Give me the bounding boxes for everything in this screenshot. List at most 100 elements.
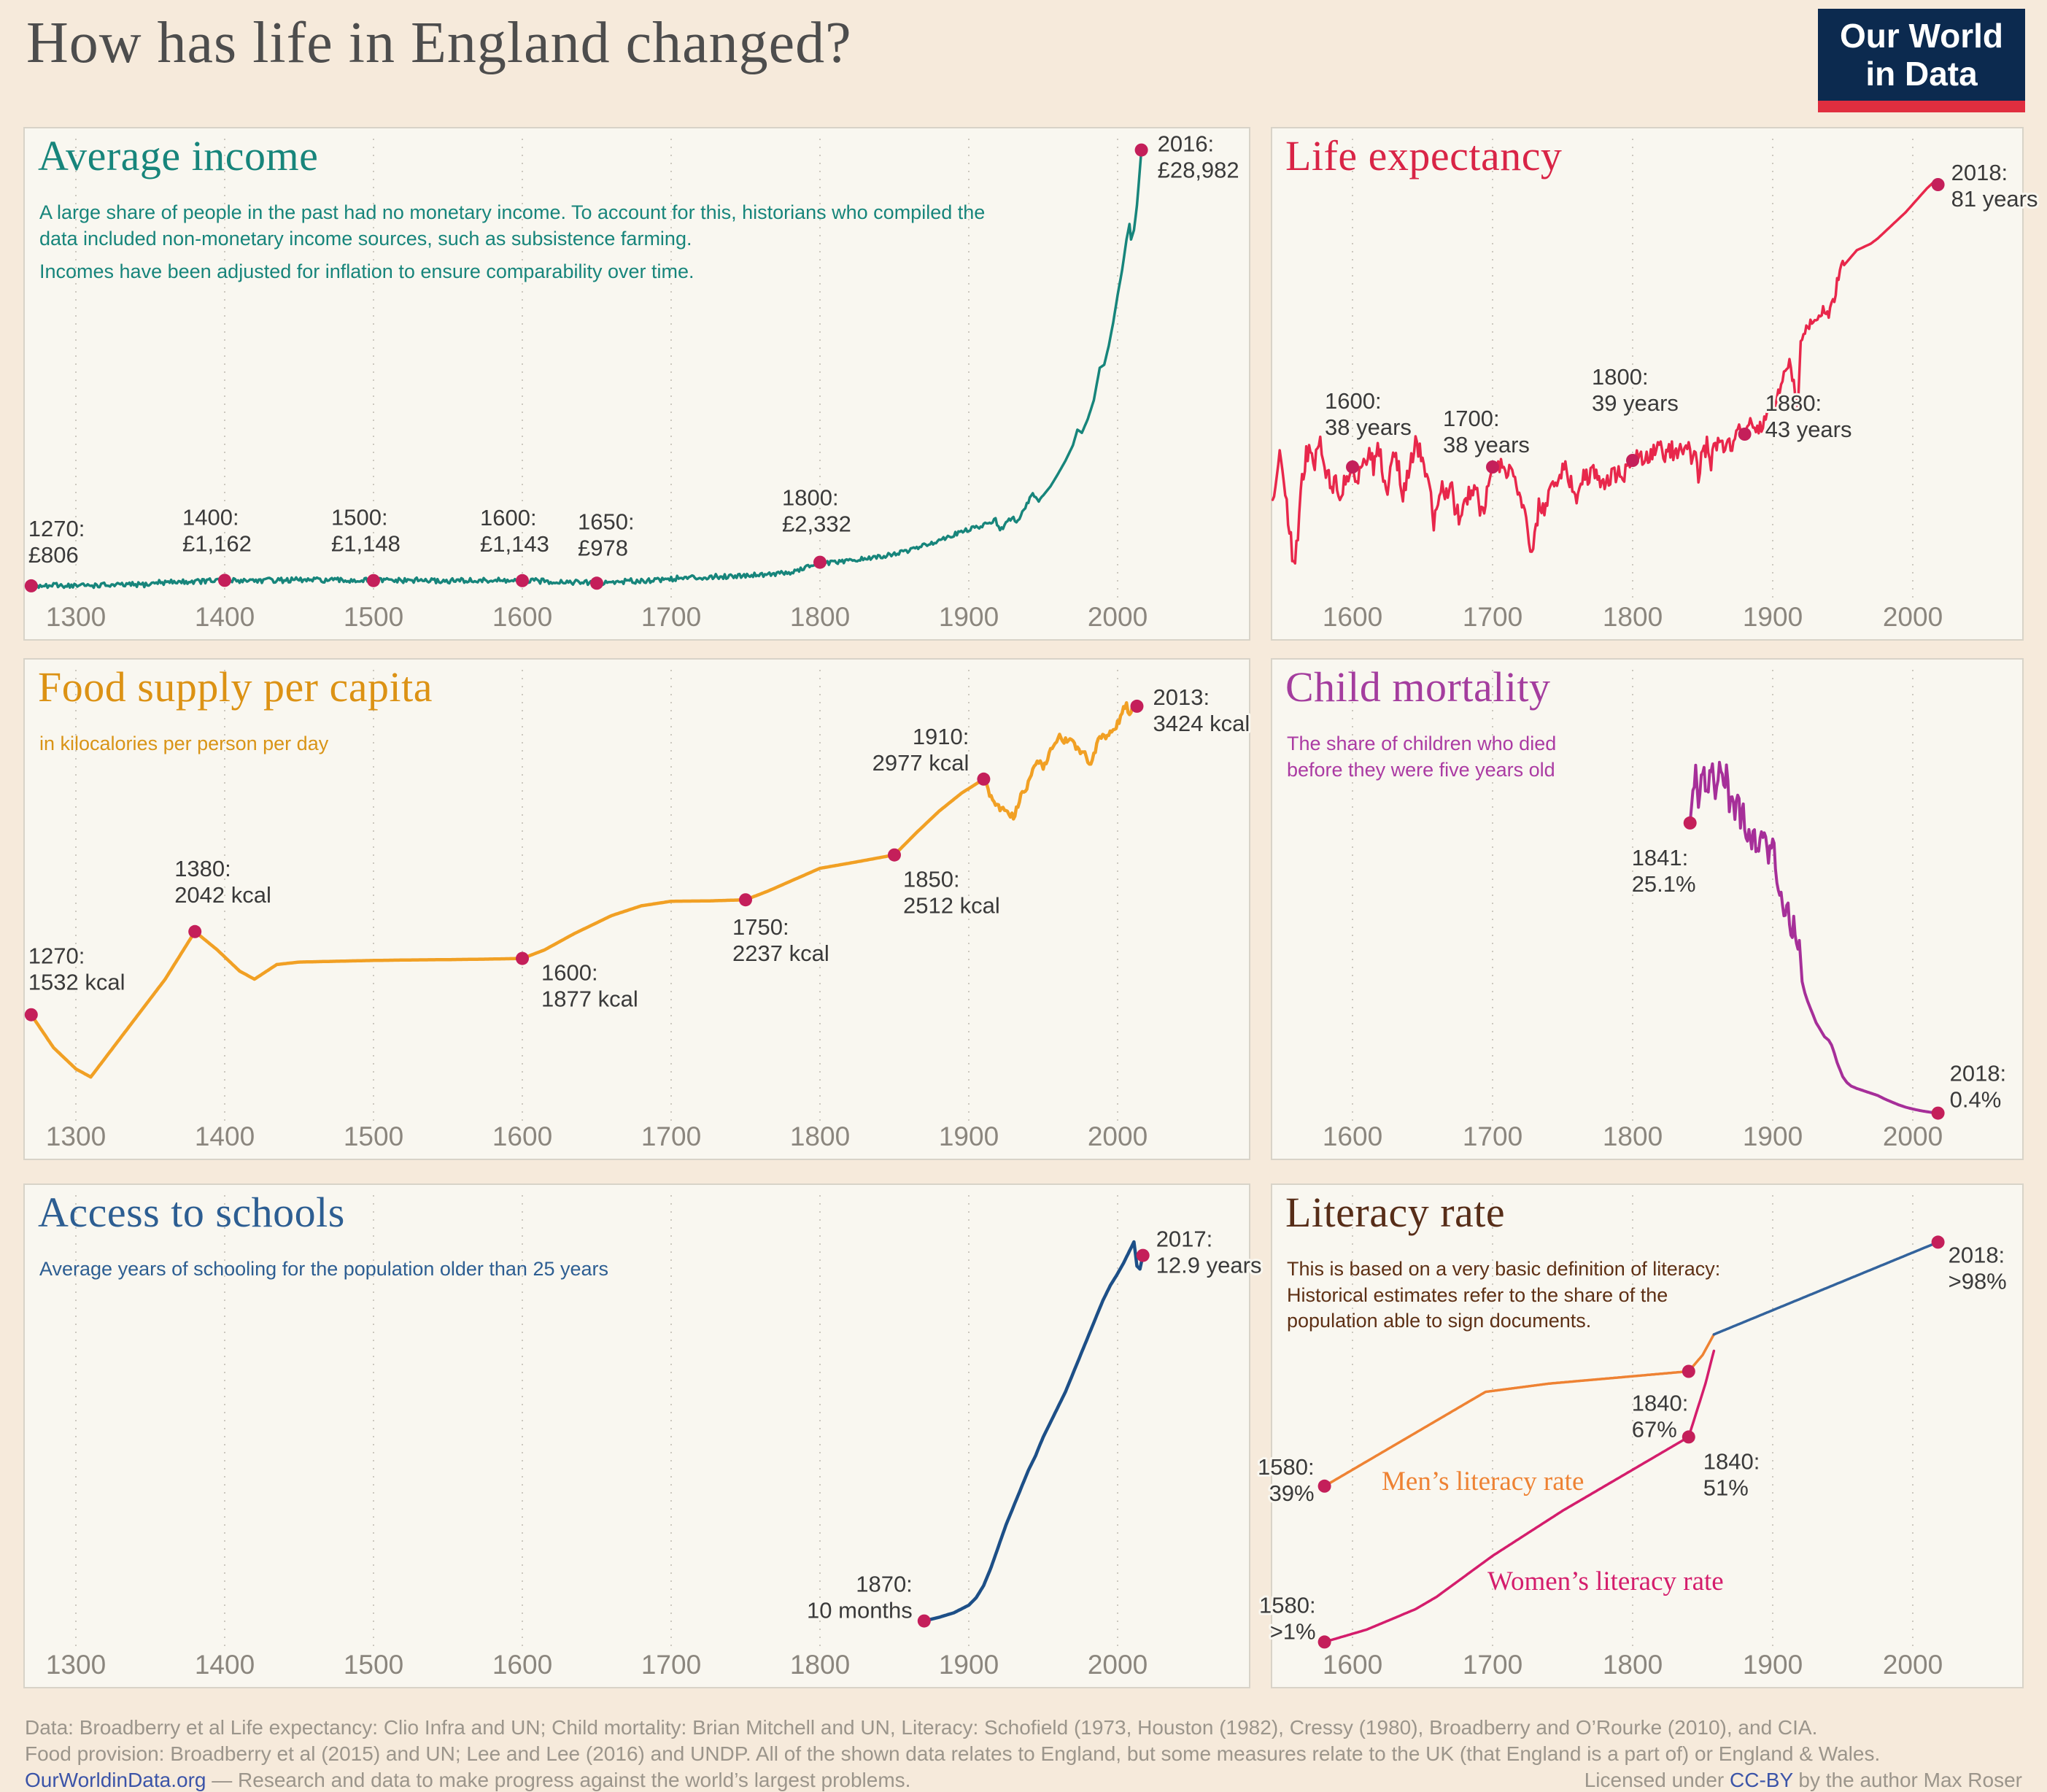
data-point-dot-life-expectancy-1800 bbox=[1626, 454, 1639, 467]
chart-subtitle-paragraph-average-income-0: A large share of people in the past had … bbox=[39, 201, 986, 250]
annotation-value-average-income-1600: £1,143 bbox=[480, 531, 549, 557]
data-point-dot-life-expectancy-1600 bbox=[1346, 460, 1359, 474]
annotation-year-life-expectancy-1600: 1600: bbox=[1325, 388, 1382, 414]
series-line-literacy-rate-2 bbox=[1712, 1240, 1940, 1336]
data-point-dot-average-income-1500 bbox=[367, 573, 380, 587]
data-point-dot-literacy-rate-2018 bbox=[1931, 1235, 1945, 1249]
footer-credit-line2: Food provision: Broadberry et al (2015) … bbox=[25, 1742, 1881, 1765]
x-tick-label-1600: 1600 bbox=[492, 602, 552, 632]
chart-title-access-to-schools: Access to schools bbox=[38, 1189, 345, 1236]
chart-subtitle-access-to-schools: Average years of schooling for the popul… bbox=[39, 1256, 608, 1290]
annotation-value-food-supply-1910: 2977 kcal bbox=[872, 750, 970, 776]
annotation-value-literacy-rate-2018: >98% bbox=[1949, 1268, 2007, 1294]
panel-access-to-schools: 1300 1400 1500 1600 1700 1800 1900 2000 1870: 10 … bbox=[23, 1183, 1264, 1688]
x-tick-label-1900: 1900 bbox=[939, 1121, 999, 1151]
annotation-year-average-income-1400: 1400: bbox=[182, 504, 239, 530]
annotation-value-child-mortality-1841: 25.1% bbox=[1632, 871, 1696, 897]
annotation-value-food-supply-2013: 3424 kcal bbox=[1153, 711, 1250, 736]
owid-logo-line2: in Data bbox=[1865, 54, 1978, 93]
x-tick-label-1700: 1700 bbox=[1463, 1650, 1522, 1680]
series-line-literacy-rate-0 bbox=[1323, 1333, 1716, 1488]
data-point-dot-access-to-schools-1870 bbox=[917, 1614, 931, 1628]
annotation-year-literacy-rate-2018: 2018: bbox=[1949, 1242, 2005, 1267]
data-point-dot-child-mortality-2018 bbox=[1931, 1106, 1945, 1120]
annotation-year-average-income-1800: 1800: bbox=[782, 485, 839, 511]
annotation-year-life-expectancy-2018: 2018: bbox=[1951, 160, 2008, 185]
owid-site-link[interactable]: OurWorldinData.org bbox=[25, 1769, 206, 1791]
annotation-value-average-income-1650: £978 bbox=[578, 535, 628, 560]
annotation-value-literacy-rate-1580: >1% bbox=[1270, 1618, 1316, 1644]
annotation-value-average-income-1500: £1,148 bbox=[331, 531, 400, 557]
chart-canvas-literacy-rate: 1600 1700 1800 1900 2000 Men’s literacy rate 1… bbox=[1255, 1195, 2009, 1680]
x-tick-label-1700: 1700 bbox=[1463, 602, 1522, 632]
annotation-value-food-supply-1600: 1877 kcal bbox=[541, 986, 638, 1012]
series-line-average-income-0 bbox=[30, 148, 1143, 590]
series-line-food-supply-0 bbox=[29, 700, 1139, 1079]
page-title: How has life in England changed? bbox=[26, 11, 852, 75]
x-tick-label-1600: 1600 bbox=[1323, 1650, 1382, 1680]
chart-canvas-average-income: 1300 1400 1500 1600 1700 1800 1900 2000 1270:£80… bbox=[24, 129, 1242, 632]
x-tick-label-1900: 1900 bbox=[939, 602, 999, 632]
annotation-year-food-supply-1270: 1270: bbox=[28, 943, 85, 969]
annotation-value-food-supply-1380: 2042 kcal bbox=[174, 882, 271, 908]
data-point-dot-access-to-schools-2017 bbox=[1136, 1248, 1150, 1262]
chart-title-average-income: Average income bbox=[38, 132, 319, 179]
x-tick-label-1600: 1600 bbox=[1323, 1121, 1382, 1151]
x-tick-label-2000: 2000 bbox=[1883, 1121, 1943, 1151]
license-ccby-link[interactable]: CC-BY bbox=[1730, 1769, 1793, 1791]
chart-subtitle-paragraph-access-to-schools-0: Average years of schooling for the popul… bbox=[39, 1258, 609, 1280]
x-tick-label-1800: 1800 bbox=[790, 1121, 850, 1151]
annotation-year-average-income-1270: 1270: bbox=[28, 516, 85, 541]
data-point-dot-average-income-1800 bbox=[813, 555, 827, 569]
annotation-value-literacy-rate-1580: 39% bbox=[1269, 1480, 1315, 1506]
chart-title-life-expectancy: Life expectancy bbox=[1285, 132, 1563, 179]
annotation-year-food-supply-1850: 1850: bbox=[903, 867, 960, 892]
data-point-dot-food-supply-1910 bbox=[977, 772, 991, 786]
chart-subtitle-paragraph-literacy-rate-0: This is based on a very basic definition… bbox=[1287, 1258, 1721, 1332]
x-tick-label-2000: 2000 bbox=[1088, 1650, 1148, 1680]
footer-license: Licensed under CC-BY by the author Max R… bbox=[1584, 1769, 2022, 1792]
annotation-year-life-expectancy-1700: 1700: bbox=[1443, 406, 1500, 431]
annotation-value-literacy-rate-1840: 67% bbox=[1632, 1417, 1677, 1443]
x-tick-label-1900: 1900 bbox=[1743, 1650, 1803, 1680]
data-point-dot-food-supply-1600 bbox=[516, 951, 529, 965]
data-point-dot-average-income-1600 bbox=[516, 573, 529, 587]
chart-subtitle-paragraph-child-mortality-0: The share of children who died before th… bbox=[1287, 733, 1557, 781]
data-point-dot-food-supply-1850 bbox=[888, 848, 901, 862]
license-suffix: by the author Max Roser bbox=[1792, 1769, 2022, 1791]
chart-title-literacy-rate: Literacy rate bbox=[1285, 1189, 1506, 1236]
annotation-year-average-income-1650: 1650: bbox=[578, 509, 635, 534]
chart-title-food-supply: Food supply per capita bbox=[38, 663, 433, 711]
series-label-literacy-rate-1: Women’s literacy rate bbox=[1487, 1567, 1724, 1596]
annotation-value-life-expectancy-2018: 81 years bbox=[1951, 186, 2038, 212]
data-point-dot-literacy-rate-1840 bbox=[1682, 1364, 1695, 1378]
chart-subtitle-food-supply: in kilocalories per person per day bbox=[39, 731, 328, 765]
x-tick-label-1700: 1700 bbox=[641, 602, 701, 632]
chart-subtitle-child-mortality: The share of children who died before th… bbox=[1287, 731, 1615, 790]
data-point-dot-food-supply-1270 bbox=[24, 1008, 38, 1021]
annotation-value-average-income-1800: £2,332 bbox=[782, 511, 851, 537]
annotation-value-life-expectancy-1700: 38 years bbox=[1443, 432, 1530, 457]
chart-title-child-mortality: Child mortality bbox=[1285, 663, 1551, 711]
data-point-dot-literacy-rate-1580 bbox=[1317, 1635, 1331, 1649]
x-tick-label-1900: 1900 bbox=[1743, 1121, 1803, 1151]
chart-subtitle-paragraph-average-income-1: Incomes have been adjusted for inflation… bbox=[39, 260, 694, 283]
x-tick-label-1500: 1500 bbox=[344, 1121, 403, 1151]
series-line-life-expectancy-0 bbox=[1271, 182, 1940, 565]
x-tick-label-1900: 1900 bbox=[1743, 602, 1803, 632]
annotation-value-life-expectancy-1800: 39 years bbox=[1592, 390, 1679, 416]
x-tick-label-1800: 1800 bbox=[1603, 602, 1663, 632]
x-tick-label-1400: 1400 bbox=[195, 1650, 255, 1680]
data-point-dot-food-supply-2013 bbox=[1130, 699, 1144, 713]
x-tick-label-1400: 1400 bbox=[195, 1121, 255, 1151]
panel-food-supply: 1300 1400 1500 1600 1700 1800 1900 2000 1270: 153… bbox=[23, 658, 1252, 1160]
x-tick-label-1700: 1700 bbox=[641, 1650, 701, 1680]
annotation-year-average-income-1500: 1500: bbox=[331, 505, 388, 530]
data-point-dot-average-income-1400 bbox=[218, 573, 231, 587]
panel-life-expectancy: 1600 1700 1800 1900 2000 1600: 38 years 1700: 38… bbox=[1271, 127, 2040, 641]
annotation-year-literacy-rate-1580: 1580: bbox=[1258, 1454, 1315, 1480]
panel-child-mortality: 1600 1700 1800 1900 2000 1841: 25.1% 2018: 0.4% C… bbox=[1271, 658, 2024, 1160]
x-tick-label-1600: 1600 bbox=[492, 1650, 552, 1680]
annotation-year-food-supply-2013: 2013: bbox=[1153, 684, 1210, 710]
